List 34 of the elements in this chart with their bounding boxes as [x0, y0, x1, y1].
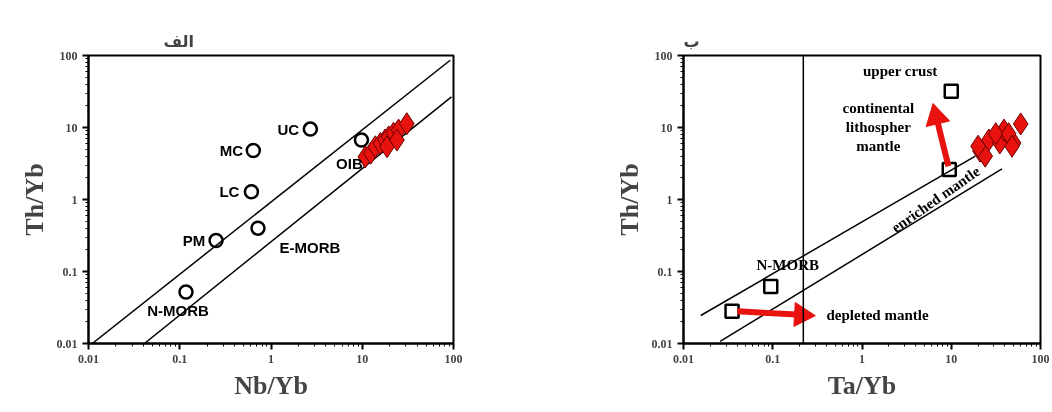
annotation: OIB [336, 154, 363, 172]
y-tick-label: 1 [666, 192, 673, 207]
x-tick-label: 1 [268, 351, 274, 366]
y-tick-label: 0.1 [62, 264, 78, 279]
y-tick-label: 100 [654, 48, 673, 63]
y-axis-title: Th/Yb [19, 163, 49, 236]
annotation: upper crust [862, 63, 938, 80]
y-tick-label: 100 [59, 48, 78, 63]
annotation: MC [219, 141, 244, 159]
x-tick-label: 10 [356, 351, 369, 366]
annotation: E-MORB [279, 238, 341, 256]
x-axis-title: Ta/Yb [827, 370, 897, 400]
chart-title: ب [683, 31, 700, 51]
y-tick-label: 0.01 [651, 336, 673, 351]
y-tick-label: 0.1 [657, 264, 673, 279]
x-tick-label: 0.1 [765, 351, 781, 366]
x-tick-label: 10 [945, 351, 958, 366]
annotation: depleted mantle [826, 306, 929, 323]
y-tick-label: 1 [71, 192, 78, 207]
y-axis-title: Th/Yb [614, 163, 644, 236]
x-tick-label: 100 [444, 351, 463, 366]
y-tick-label: 10 [660, 120, 673, 135]
y-tick-label: 0.01 [56, 336, 78, 351]
annotation: PM [182, 231, 206, 249]
x-tick-label: 1 [859, 351, 865, 366]
y-tick-label: 10 [65, 120, 78, 135]
annotation: LC [219, 183, 240, 201]
x-tick-label: 0.1 [172, 351, 188, 366]
x-tick-label: 100 [1031, 351, 1050, 366]
x-tick-label: 0.01 [78, 351, 99, 366]
annotation: UC [277, 120, 300, 138]
x-axis-title: Nb/Yb [234, 370, 308, 400]
x-tick-label: 0.01 [673, 351, 694, 366]
chart-title: الف [163, 31, 195, 51]
